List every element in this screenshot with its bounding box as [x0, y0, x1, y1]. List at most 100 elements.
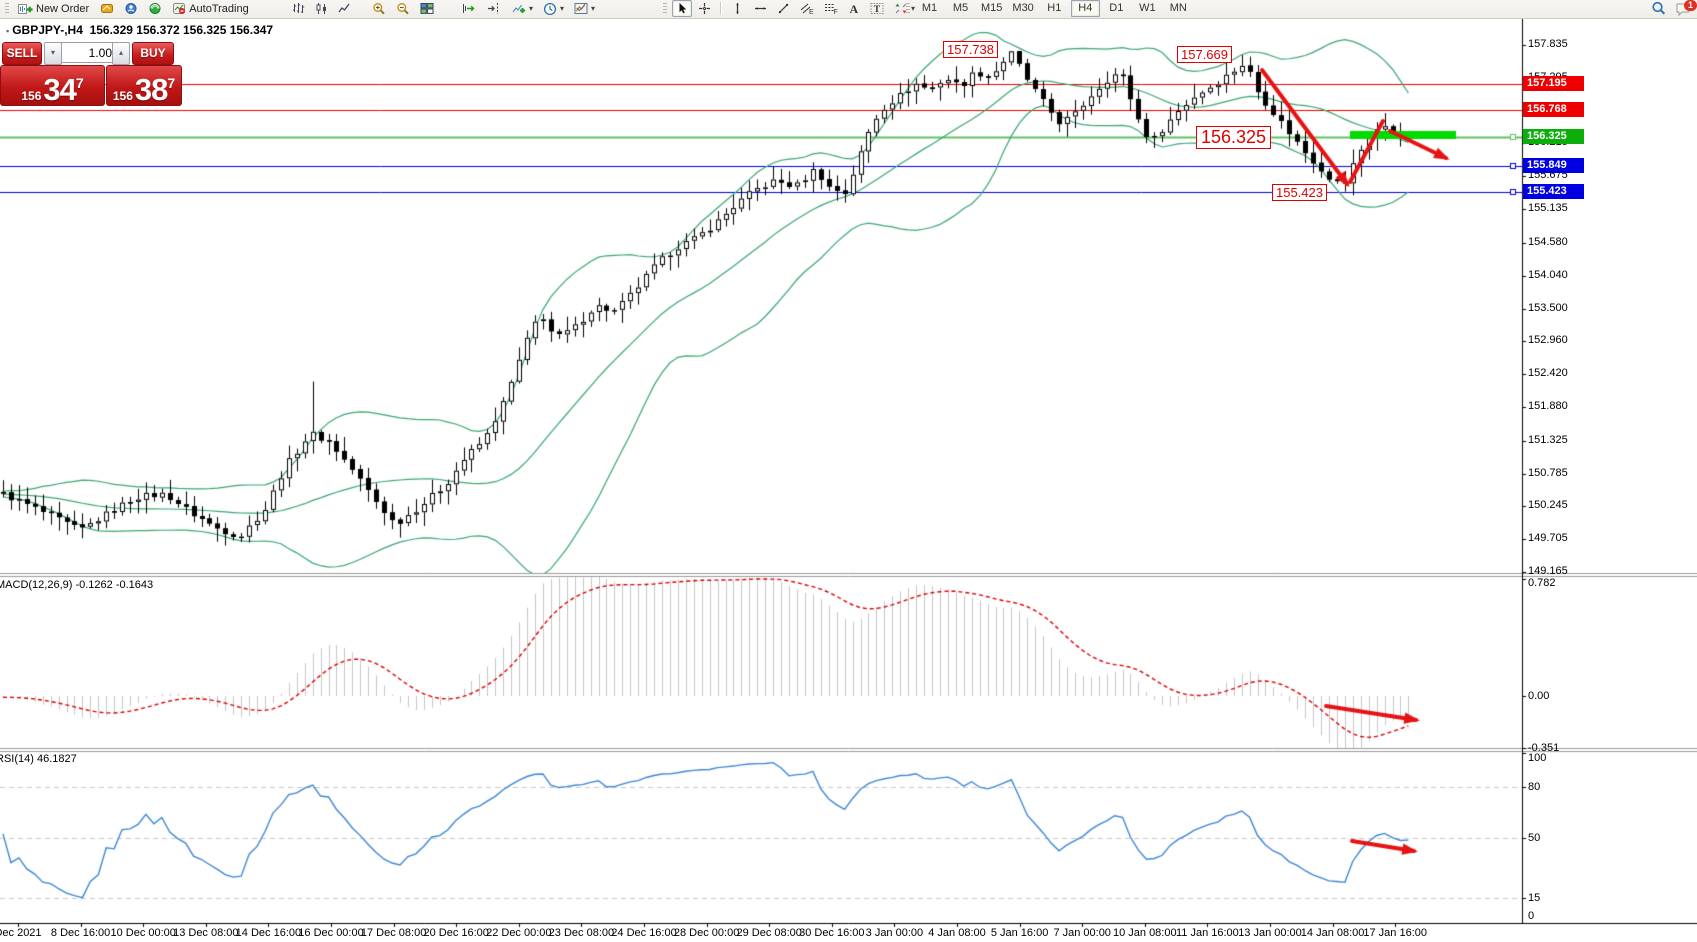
- zoom-in-icon: [372, 2, 386, 16]
- auto-scroll-button[interactable]: [458, 0, 480, 17]
- volume-input[interactable]: [61, 42, 117, 63]
- time-axis-label: 24 Dec 16:00: [611, 927, 677, 939]
- time-axis-label: Dec 2021: [0, 927, 42, 939]
- toolbar-grip: [906, 2, 910, 15]
- channel-icon: E: [800, 2, 814, 15]
- price-tick-label: 155.135: [1528, 202, 1568, 215]
- rsi-label: RSI(14) 46.1827: [0, 753, 77, 765]
- time-axis-label: 5 Jan 16:00: [990, 927, 1049, 939]
- zoom-in-button[interactable]: [368, 0, 390, 17]
- sell-button[interactable]: SELL: [2, 42, 42, 65]
- time-axis-label: 8 Dec 16:00: [50, 927, 111, 939]
- line-icon: [338, 2, 351, 15]
- svg-text:F: F: [834, 9, 838, 15]
- vline-button[interactable]: [727, 0, 748, 17]
- toolbar-separator: [720, 2, 722, 15]
- time-axis-label: 13 Dec 08:00: [173, 927, 239, 939]
- tile-windows-button[interactable]: [416, 0, 438, 17]
- new-order-button[interactable]: New Order: [14, 0, 94, 17]
- toolbar: New Order AutoTrading ▾ ▾ ▾ E F A T ▾ M1 M5 M15 M30 H1…: [0, 0, 1697, 19]
- indicators-button[interactable]: ▾: [508, 0, 537, 17]
- hline-button[interactable]: [750, 0, 771, 17]
- fibonacci-button[interactable]: F: [820, 0, 842, 17]
- cursor-button[interactable]: [672, 0, 692, 17]
- line-chart-button[interactable]: [334, 0, 355, 17]
- trendline-button[interactable]: [773, 0, 794, 17]
- chart-title: ▪ GBPJPY-,H4 156.329 156.372 156.325 156.…: [6, 23, 273, 37]
- rsi-scale-label: 100: [1528, 752, 1547, 764]
- volume-down-button[interactable]: ▾: [44, 42, 62, 65]
- time-axis-label: 10 Dec 00:00: [110, 927, 176, 939]
- timeframe-mn[interactable]: MN: [1169, 2, 1187, 14]
- macd-scale-label: 0.782: [1528, 577, 1556, 589]
- timeframe-h1[interactable]: H1: [1047, 2, 1062, 14]
- bid-main: 34: [43, 72, 76, 107]
- time-axis-label: 30 Dec 16:00: [799, 927, 865, 939]
- bid-prefix: 156: [21, 89, 42, 103]
- chart-shift-button[interactable]: [482, 0, 504, 17]
- vline-icon: [731, 2, 744, 15]
- svg-text:A: A: [850, 2, 859, 15]
- toolbar-grip: [663, 2, 667, 15]
- fibo-icon: F: [824, 2, 838, 15]
- sell-price-button[interactable]: 156 34 7: [0, 65, 105, 106]
- market-watch-button[interactable]: [120, 0, 142, 17]
- search-icon: [1651, 1, 1667, 16]
- timeframe-h4[interactable]: H4: [1070, 0, 1100, 17]
- annotation-157.669[interactable]: 157.669: [1177, 46, 1232, 63]
- timeframe-w1[interactable]: W1: [1139, 2, 1156, 14]
- label-button[interactable]: T: [866, 0, 888, 17]
- buy-button[interactable]: BUY: [132, 42, 174, 65]
- time-axis-label: 29 Dec 08:00: [736, 927, 802, 939]
- crosshair-button[interactable]: [694, 0, 715, 17]
- time-axis-label: 4 Jan 08:00: [928, 927, 986, 939]
- blue-icon: [124, 2, 138, 15]
- autotrading-button[interactable]: AutoTrading: [168, 0, 254, 17]
- annotation-157.738[interactable]: 157.738: [943, 41, 998, 58]
- svg-text:T: T: [874, 5, 881, 15]
- chat-icon[interactable]: 1: [1675, 0, 1697, 16]
- zoom-out-button[interactable]: [392, 0, 414, 17]
- search-icon[interactable]: [1651, 1, 1667, 16]
- periods-button[interactable]: ▾: [539, 0, 568, 17]
- timeframe-m15[interactable]: M15: [981, 2, 1003, 14]
- ask-main: 38: [134, 72, 168, 107]
- toolbar-group-insert: ▾ ▾ ▾: [508, 0, 599, 17]
- time-axis-label: 10 Jan 08:00: [1112, 927, 1177, 939]
- templates-button[interactable]: ▾: [570, 0, 599, 17]
- text-t-icon: T: [870, 2, 884, 15]
- price-level-badge: 156.325: [1523, 129, 1584, 145]
- buy-price-button[interactable]: 156 38 7: [106, 65, 182, 106]
- new-order-button-label: New Order: [36, 2, 90, 15]
- text-button[interactable]: A: [844, 0, 864, 17]
- annotation-155.423[interactable]: 155.423: [1272, 184, 1327, 201]
- timeframe-m1[interactable]: M1: [921, 2, 938, 14]
- toolbar-group-zoom: [368, 0, 438, 17]
- volume-up-button[interactable]: ▴: [112, 42, 130, 65]
- rsi-scale-label: 80: [1528, 781, 1541, 793]
- bar-chart-button[interactable]: [288, 0, 309, 17]
- metaeditor-button[interactable]: [96, 0, 118, 17]
- price-level-badge: 156.768: [1523, 102, 1584, 118]
- macd-label: MACD(12,26,9) -0.1262 -0.1643: [0, 579, 154, 591]
- arrows-button[interactable]: ▾: [890, 0, 919, 17]
- clock-icon: [543, 2, 557, 16]
- bid-pip: 7: [75, 75, 84, 91]
- annotation-156.325[interactable]: 156.325: [1196, 126, 1272, 149]
- time-axis-label: 16 Dec 00:00: [298, 927, 364, 939]
- price-tick-label: 154.580: [1528, 235, 1568, 248]
- channel-button[interactable]: E: [796, 0, 818, 17]
- chevron-down-icon: ▾: [911, 3, 916, 13]
- signals-button[interactable]: [144, 0, 166, 17]
- trendline-icon: [777, 2, 790, 15]
- time-axis-label: 23 Dec 08:00: [548, 927, 615, 939]
- toolbar-grip: [5, 2, 9, 15]
- indicator-plus-icon: [512, 2, 526, 15]
- candlestick-button[interactable]: [311, 0, 332, 17]
- timeframe-m5[interactable]: M5: [952, 2, 969, 14]
- notification-badge: 1: [1684, 0, 1697, 11]
- price-tick-label: 151.880: [1528, 400, 1568, 412]
- timeframe-d1[interactable]: D1: [1109, 2, 1124, 14]
- timeframe-m30[interactable]: M30: [1012, 2, 1034, 14]
